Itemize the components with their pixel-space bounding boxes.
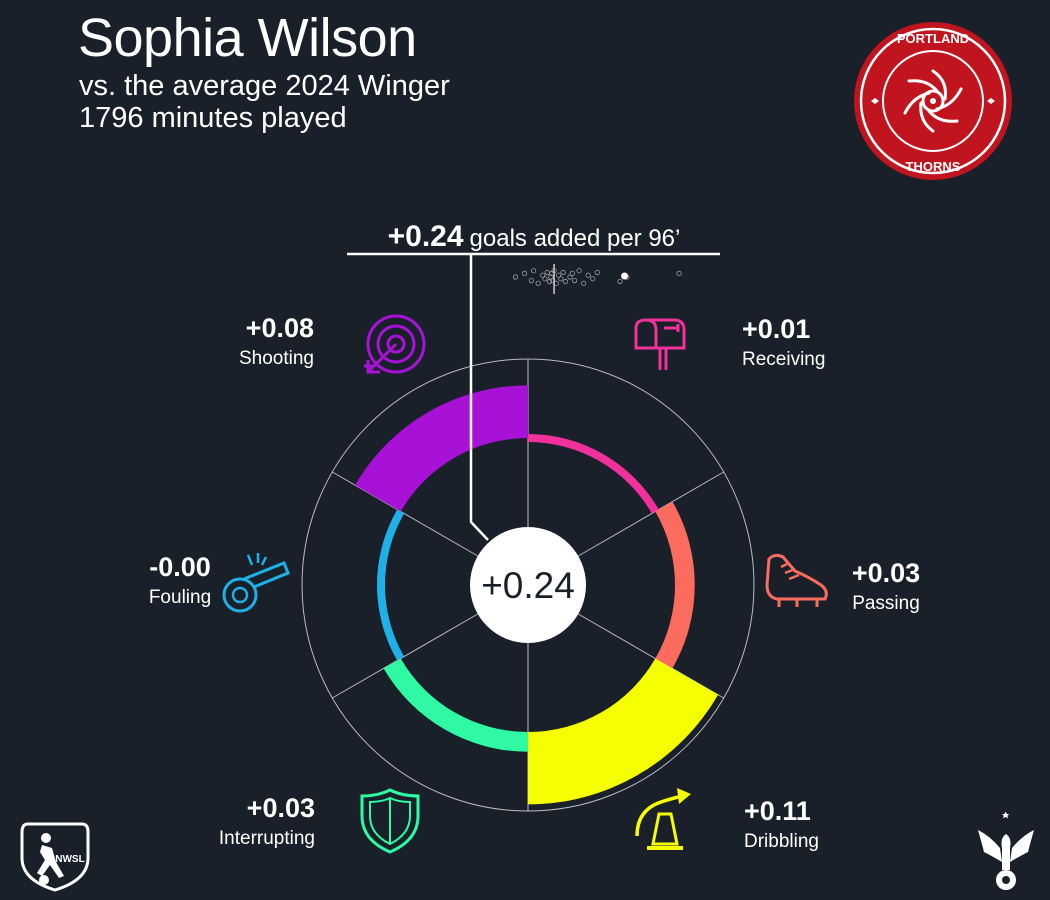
fouling-name-label: Fouling [149, 587, 211, 608]
spoke-line [332, 613, 479, 699]
distribution-point [581, 280, 587, 286]
mailbox-body [634, 318, 686, 350]
whistle-icon [222, 553, 290, 613]
whistle-body [222, 577, 258, 613]
distribution-point [558, 276, 564, 282]
total-connector-line [469, 254, 489, 541]
distribution-point [676, 270, 682, 276]
distribution-strip [512, 264, 682, 294]
cone-icon [635, 788, 691, 850]
shooting-name-label: Shooting [239, 348, 314, 369]
distribution-point [590, 276, 596, 282]
cleat-laces [780, 561, 800, 581]
bar-dribbling [528, 658, 719, 805]
whistle-ball [231, 586, 249, 604]
whistle-sound [246, 553, 268, 566]
distribution-player-point [621, 272, 629, 280]
distribution-point [528, 277, 534, 284]
distribution-point [569, 270, 575, 276]
distribution-point [544, 269, 550, 276]
bar-shooting [355, 385, 528, 512]
portland-thorns-logo: PORTLAND THORNS [854, 22, 1012, 180]
center-disc [470, 527, 586, 643]
minutes-played: 1796 minutes played [79, 102, 347, 134]
svg-text:NWSL: NWSL [55, 854, 84, 865]
cleat-icon [765, 553, 828, 607]
bar-fouling [377, 509, 405, 661]
eagle-logo [978, 811, 1034, 890]
distribution-point [540, 272, 546, 278]
cone-shape [651, 812, 679, 846]
shooting-value-label: +0.08 [246, 313, 314, 343]
distribution-point [512, 274, 519, 280]
fouling-value-label: -0.00 [149, 552, 211, 582]
bar-passing [655, 501, 695, 669]
distribution-point [560, 269, 566, 276]
distribution-point [546, 278, 553, 285]
distribution-point [585, 272, 591, 278]
chart-labels: +0.01 Receiving +0.03 Passing +0.11 Dribbling… [149, 313, 920, 854]
spoke-line [332, 471, 479, 557]
mailbox-flag [664, 324, 680, 332]
target-ring-outer [366, 314, 426, 374]
svg-text:THORNS: THORNS [906, 159, 961, 174]
bar-interrupting [383, 658, 528, 752]
spoke-line [577, 471, 724, 557]
mailbox-post [658, 348, 668, 370]
target-icon [364, 314, 426, 374]
distribution-point [556, 272, 562, 278]
distribution-point [567, 274, 573, 280]
distribution-point [531, 268, 537, 274]
passing-value-label: +0.03 [852, 558, 920, 588]
dribbling-value-label: +0.11 [744, 796, 811, 826]
distribution-point [542, 276, 548, 282]
dribble-arrowhead [677, 788, 691, 804]
distribution-point [576, 268, 582, 274]
total-unit-label: goals added per 96’ [470, 225, 681, 252]
nwsl-logo: NWSL [20, 822, 90, 892]
total-header: +0.24 goals added per 96’ [388, 220, 681, 253]
target-ring-inner [386, 334, 406, 354]
cleat-studs [777, 599, 819, 607]
distribution-point [594, 269, 600, 276]
passing-name-label: Passing [852, 593, 920, 614]
chart-bars [355, 385, 719, 805]
interrupting-value-label: +0.03 [247, 793, 315, 823]
mailbox-icon [634, 318, 686, 370]
comparison-text: vs. the average 2024 Winger [79, 70, 450, 102]
interrupting-name-label: Interrupting [219, 828, 315, 849]
subtitle: vs. the average 2024 Winger 1796 minutes… [79, 70, 450, 134]
receiving-name-label: Receiving [742, 349, 825, 370]
target-arrow [364, 342, 398, 374]
shield-icon [360, 788, 420, 854]
distribution-point [521, 270, 528, 276]
player-name: Sophia Wilson [78, 8, 417, 68]
chart-annotations: +0.24+0.24 goals added per 96’ [347, 220, 720, 643]
receiving-value-label: +0.01 [742, 314, 810, 344]
shield-inner [369, 796, 411, 846]
total-value-label: +0.24 [388, 220, 464, 253]
shield-outline [360, 788, 420, 854]
distribution-point [562, 278, 569, 285]
dribbling-name-label: Dribbling [744, 831, 819, 852]
svg-text:PORTLAND: PORTLAND [897, 31, 969, 46]
mailbox-door [645, 318, 658, 348]
distribution-point [617, 278, 623, 285]
distribution-point [535, 280, 541, 286]
whistle-mouthpiece [243, 561, 290, 589]
target-ring-mid [376, 324, 416, 364]
bar-receiving [528, 434, 659, 514]
cleat-outline [765, 553, 828, 601]
center-total-label: +0.24 [481, 565, 575, 606]
distribution-point [550, 277, 556, 284]
distribution-point [571, 277, 578, 284]
dribble-arrow [635, 794, 684, 837]
